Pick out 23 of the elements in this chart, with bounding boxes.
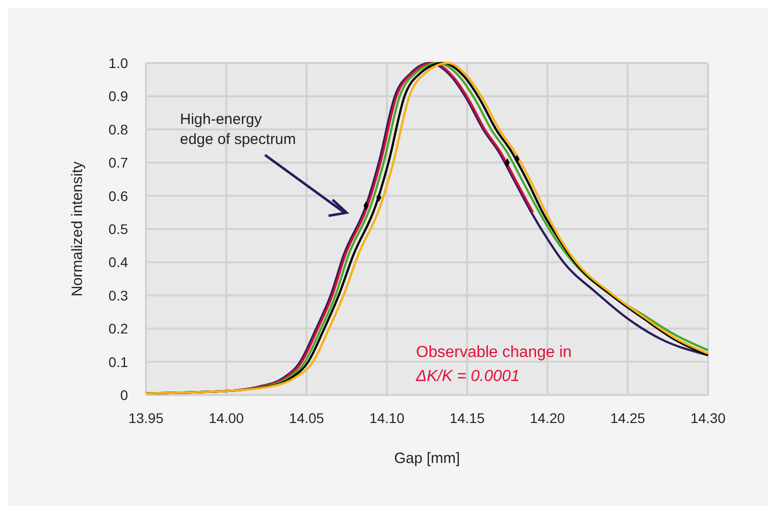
x-tick-label: 14.10 [369,410,405,426]
y-tick-label: 0.8 [108,121,128,138]
y-tick-label: 0.7 [108,154,128,171]
x-tick-label: 14.15 [450,410,485,426]
y-tick-label: 0.1 [108,354,128,370]
y-tick-label: 0.6 [108,188,128,204]
x-tick-label: 14.00 [208,410,244,426]
y-tick-label: 0.9 [108,88,128,104]
y-tick-label: 0 [120,387,128,403]
annotation: Observable change in ΔK/K = 0.0001 [415,344,572,385]
x-tick-label: 14.30 [690,410,726,426]
y-tick-label: 0.4 [108,254,128,270]
y-axis-title: Normalized intensity [69,160,86,297]
x-tick-label: 14.25 [610,410,646,426]
y-tick-label: 1.0 [108,55,128,71]
y-tick-label: 0.2 [108,320,128,337]
y-tick-label: 0.5 [108,221,128,237]
x-axis-title: Gap [mm] [394,450,460,467]
y-tick-label: 0.3 [108,287,128,304]
x-tick-label: 13.95 [128,410,164,426]
x-tick-label: 14.20 [530,410,566,426]
x-tick-label: 14.05 [289,410,324,426]
annotation: High-energy edge of spectrum [180,111,296,148]
